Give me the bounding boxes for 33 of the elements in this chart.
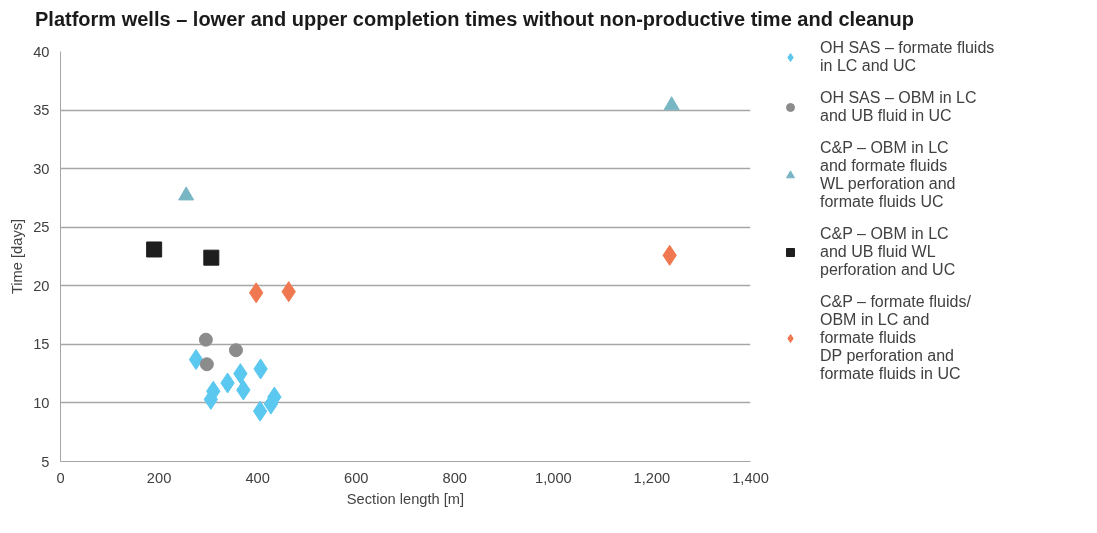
chart-title: Platform wells – lower and upper completion times without non-productive time and cleanup [35, 7, 914, 32]
y-tick-label: 15 [33, 335, 50, 352]
point [178, 185, 195, 200]
y-tick-label: 40 [33, 43, 50, 60]
x-tick-label: 200 [146, 469, 172, 486]
x-tick-label: 1,200 [633, 469, 671, 486]
legend-label: OH SAS – formate fluids in LC and UC [820, 38, 995, 75]
point [663, 95, 680, 110]
x-tick-label: 600 [343, 469, 369, 486]
point [252, 400, 268, 422]
y-tick-label: 10 [33, 394, 50, 411]
legend-label: C&P – OBM in LC and UB fluid WL perforation and UC [820, 224, 956, 279]
point [188, 348, 204, 370]
y-tick-label: 20 [33, 277, 50, 294]
x-axis-title: Section length [m] [346, 490, 465, 507]
x-tick-label: 800 [442, 469, 468, 486]
legend-label: C&P – OBM in LC and formate fluids WL perforation and formate fluids UC [820, 138, 956, 211]
point [146, 241, 163, 258]
point [199, 356, 214, 371]
x-tick-label: 0 [56, 469, 65, 486]
point [228, 342, 243, 357]
x-tick-label: 1,000 [535, 469, 572, 486]
x-tick-label: 400 [245, 469, 270, 486]
point [198, 332, 213, 347]
y-axis-title: Time [days] [9, 218, 26, 294]
y-tick-label: 35 [33, 101, 50, 118]
legend-label: C&P – formate fluids/ OBM in LC and formate fluids DP perforation and formate fluids in UC [820, 292, 971, 383]
y-tick-label: 30 [33, 160, 50, 177]
point [203, 249, 220, 266]
x-tick-label: 1,400 [732, 469, 769, 486]
legend-label: OH SAS – OBM in LC and UB fluid in UC [820, 88, 977, 125]
y-tick-label: 25 [33, 218, 50, 235]
y-tick-label: 5 [41, 453, 50, 470]
